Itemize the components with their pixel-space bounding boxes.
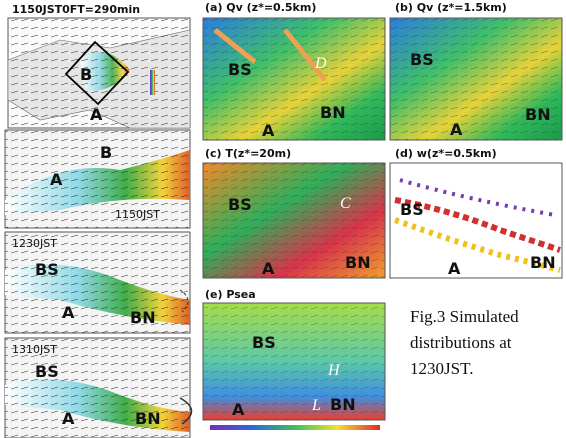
overview-label: A xyxy=(90,105,103,124)
time-label: 1310JST xyxy=(12,343,57,356)
caption-line: Fig.3 Simulated xyxy=(410,307,519,326)
map-label: BS xyxy=(410,50,434,69)
map-label: BN xyxy=(330,395,356,414)
map-label: BS xyxy=(228,60,252,79)
map-label: A xyxy=(448,259,461,278)
panel-title: (d) w(z*=0.5km) xyxy=(395,147,497,160)
map-label: D xyxy=(314,55,327,72)
time-label: 1150JST xyxy=(115,208,160,221)
map-label: BN xyxy=(530,253,556,272)
map-label: BN xyxy=(135,409,161,428)
map-label: A xyxy=(50,170,63,189)
map-label: L xyxy=(311,397,321,414)
caption-line: 1230JST. xyxy=(410,359,473,378)
panel-title: (e) Psea xyxy=(205,288,256,301)
panel-maps xyxy=(203,18,562,430)
time-panel-maps xyxy=(5,130,192,438)
overview-title: 1150JST0FT=290min xyxy=(12,3,140,16)
map-label: BN xyxy=(130,308,156,327)
map-label: A xyxy=(262,121,275,140)
map-label: BS xyxy=(400,200,424,219)
caption-line: distributions at xyxy=(410,333,512,352)
map-label: BS xyxy=(228,195,252,214)
map-label: BN xyxy=(525,105,551,124)
map-label: C xyxy=(340,195,351,212)
map-label: A xyxy=(62,303,75,322)
map-label: A xyxy=(262,259,275,278)
panel-title: (c) T(z*=20m) xyxy=(205,147,291,160)
map-label: A xyxy=(232,400,245,419)
map-label: BN xyxy=(345,253,371,272)
map-label: B xyxy=(100,143,112,162)
map-label: H xyxy=(327,362,341,379)
map-label: BS xyxy=(35,260,59,279)
time-label: 1230JST xyxy=(12,237,57,250)
overview-label: B xyxy=(80,65,92,84)
panel-title: (b) Qv (z*=1.5km) xyxy=(395,1,507,14)
map-label: BS xyxy=(252,333,276,352)
figure: 1150JST0FT=290min B A B A 1150JST 1230JS… xyxy=(0,0,566,438)
panel-title: (a) Qv (z*=0.5km) xyxy=(205,1,316,14)
map-label: A xyxy=(450,120,463,139)
map-label: A xyxy=(62,409,75,428)
map-label: BN xyxy=(320,103,346,122)
map-label: BS xyxy=(35,362,59,381)
